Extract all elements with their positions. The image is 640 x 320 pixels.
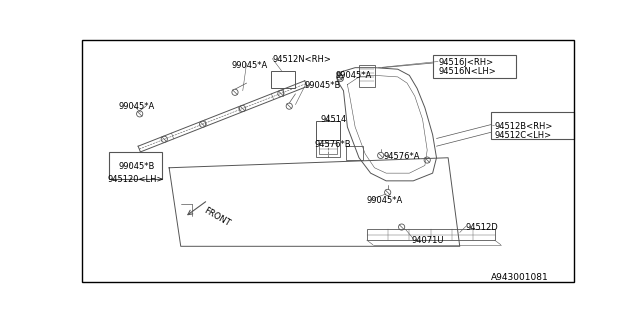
Bar (109, 152, 162, 179)
Bar (271, 71, 296, 88)
Bar (316, 140, 340, 157)
Text: 99045*A: 99045*A (231, 61, 268, 70)
Text: 94071U: 94071U (412, 236, 444, 245)
Text: 94516J<RH>: 94516J<RH> (438, 59, 493, 68)
Text: 99045*B: 99045*B (119, 162, 155, 171)
Text: 94512C<LH>: 94512C<LH> (495, 131, 552, 140)
Bar (491, 112, 575, 139)
Text: 945120<LH>: 945120<LH> (108, 175, 164, 184)
Text: 94516N<LH>: 94516N<LH> (438, 67, 496, 76)
Text: 99045*B: 99045*B (305, 81, 341, 90)
Text: 94576*B: 94576*B (314, 140, 351, 149)
Text: 99045*A: 99045*A (119, 101, 155, 110)
Text: A943001081: A943001081 (491, 273, 548, 282)
Text: 99045*A: 99045*A (367, 196, 403, 205)
Bar (359, 65, 374, 87)
Text: 94514: 94514 (320, 116, 346, 124)
Bar (433, 55, 516, 78)
Bar (316, 121, 340, 140)
Bar (367, 229, 495, 240)
Text: 94512D: 94512D (466, 223, 499, 232)
Text: 94576*A: 94576*A (384, 152, 420, 161)
Bar (346, 146, 363, 160)
Bar (319, 143, 337, 154)
Text: 94512N<RH>: 94512N<RH> (272, 55, 331, 64)
Text: 99045*A: 99045*A (336, 71, 372, 80)
Text: FRONT: FRONT (202, 206, 232, 228)
Text: 94512B<RH>: 94512B<RH> (495, 122, 553, 131)
